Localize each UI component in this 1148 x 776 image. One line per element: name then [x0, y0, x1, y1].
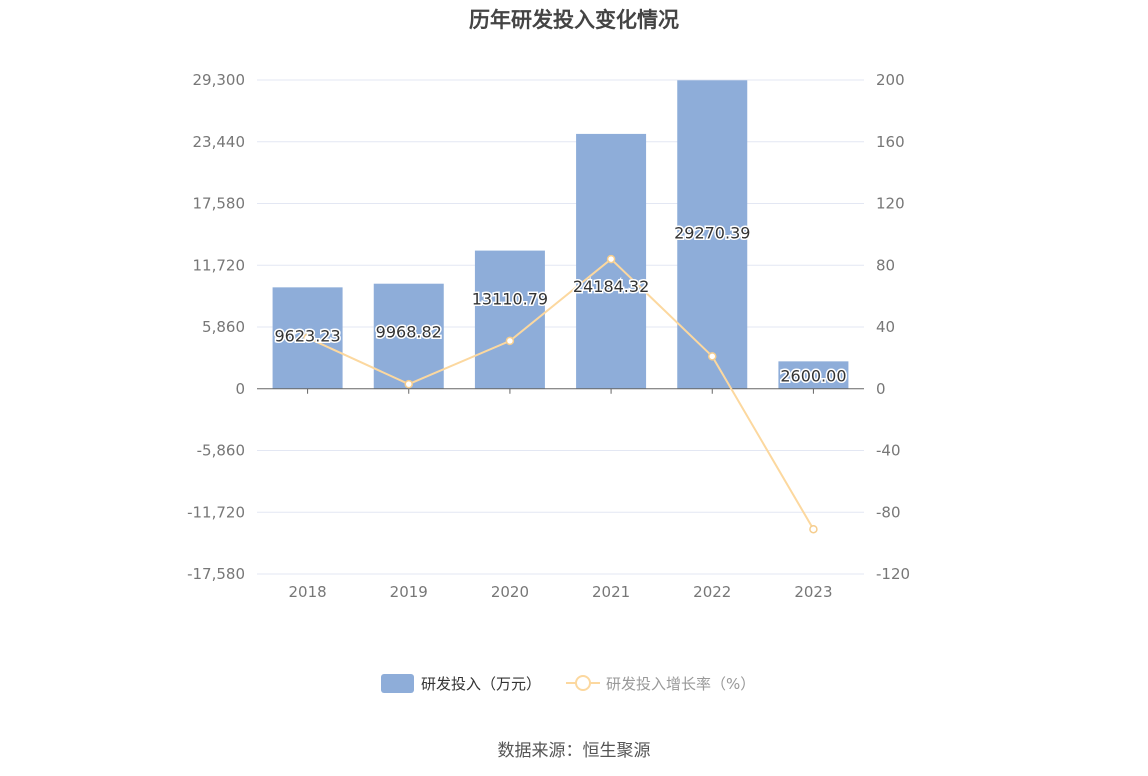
bar — [778, 361, 849, 389]
y-left-tick-label: -11,720 — [187, 503, 245, 521]
bar-value-label: 29270.39 — [674, 223, 750, 242]
legend: 研发投入（万元） 研发投入增长率（%） — [381, 674, 755, 693]
bar-value-label: 13110.79 — [472, 290, 548, 309]
legend-swatch-marker — [575, 675, 591, 691]
data-labels: 9623.23 9968.82 13110.79 24184.32 29270.39 26… — [273, 222, 848, 387]
growth-point — [809, 524, 818, 534]
legend-label-line: 研发投入增长率（%） — [606, 675, 755, 693]
bar — [373, 283, 444, 389]
bar — [677, 80, 748, 389]
x-tick-label: 2019 — [390, 583, 428, 601]
data-source: 数据来源：恒生聚源 — [497, 741, 651, 761]
x-tick-label: 2022 — [693, 583, 731, 601]
y-left-tick-label: 23,440 — [193, 133, 246, 151]
bar-value-label: 9968.82 — [376, 323, 442, 342]
y-left-tick-label: -17,580 — [187, 565, 245, 583]
grid-lines — [257, 79, 864, 575]
y-left-tick-label: -5,860 — [197, 442, 245, 460]
y-right-tick-label: 160 — [876, 133, 905, 151]
y-left-tick-label: 5,860 — [202, 318, 245, 336]
x-tick-label: 2023 — [794, 583, 832, 601]
y-left-tick-label: 17,580 — [193, 195, 246, 213]
bar-value-label: 9623.23 — [274, 326, 340, 345]
x-tick-label: 2018 — [288, 583, 326, 601]
y-left-tick-label: 11,720 — [193, 256, 246, 274]
bar-series — [272, 80, 849, 389]
y-right-tick-label: 0 — [876, 380, 886, 398]
chart-title: 历年研发投入变化情况 — [469, 8, 679, 32]
bar-value-label: 24184.32 — [573, 277, 649, 296]
line-series — [303, 254, 818, 534]
y-right-tick-label: -120 — [876, 565, 910, 583]
y-right-tick-label: 40 — [876, 318, 895, 336]
y-right-tick-label: 80 — [876, 256, 895, 274]
growth-point — [708, 352, 717, 361]
axes: 29,300 23,440 17,580 11,720 5,860 0 -5,860 -11,… — [187, 71, 910, 601]
legend-swatch-bar — [381, 674, 414, 693]
x-tick-label: 2020 — [491, 583, 529, 601]
y-right-tick-label: 120 — [876, 195, 905, 213]
y-right-tick-label: -40 — [876, 442, 901, 460]
legend-label-bar: 研发投入（万元） — [421, 675, 541, 693]
bar-value-label: 2600.00 — [780, 366, 846, 385]
growth-point — [505, 336, 515, 346]
growth-line — [307, 257, 815, 530]
growth-point — [303, 333, 312, 343]
y-right-tick-label: 200 — [876, 71, 905, 89]
bar — [474, 250, 545, 389]
y-right-tick-label: -80 — [876, 503, 901, 521]
growth-point — [404, 379, 413, 389]
y-left-tick-label: 29,300 — [193, 71, 246, 89]
x-tick-label: 2021 — [592, 583, 630, 601]
y-left-tick-label: 0 — [235, 380, 245, 398]
growth-point — [606, 254, 616, 264]
